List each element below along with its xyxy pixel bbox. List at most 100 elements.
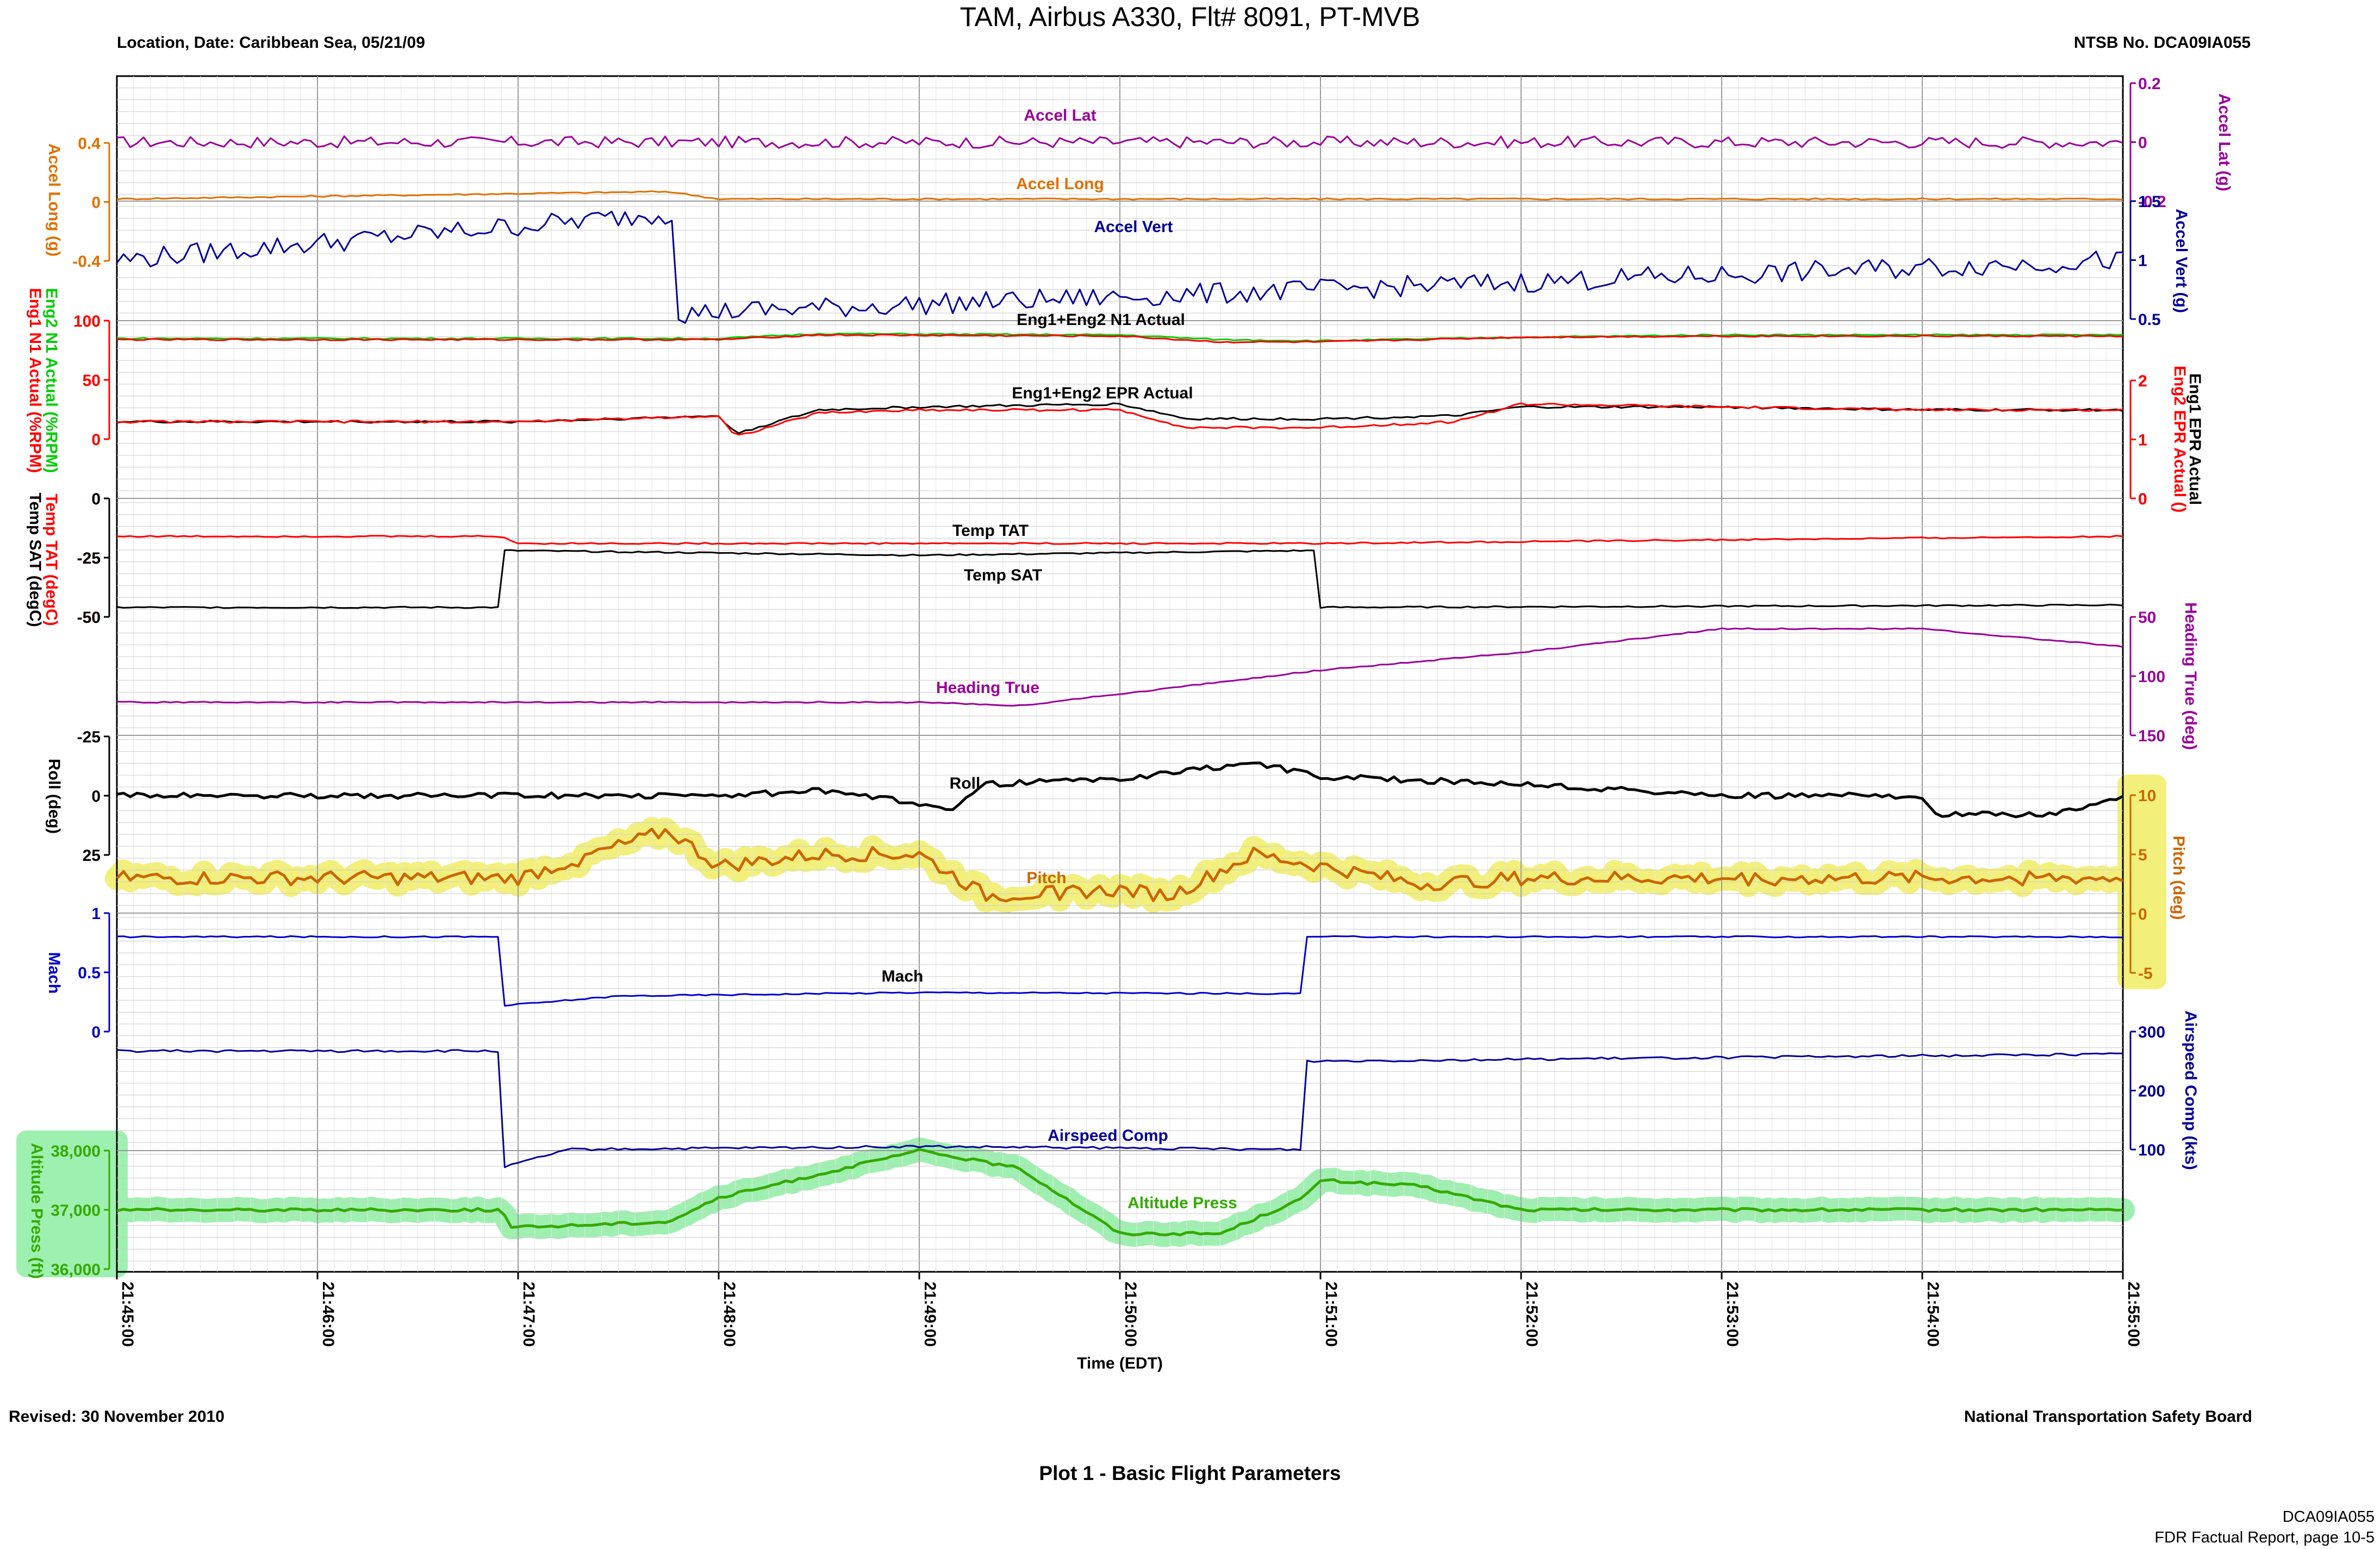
y-tick-label: 100 — [2138, 1141, 2165, 1159]
x-tick-label: 21:53:00 — [1723, 1282, 1741, 1347]
y-tick-label: 100 — [73, 313, 101, 330]
report-id-label: DCA09IA055 — [2282, 1508, 2375, 1526]
series-label-temp-tat: Temp TAT — [952, 522, 1029, 540]
y-axis-label: Accel Long (g) — [45, 143, 63, 257]
x-tick-label: 21:50:00 — [1122, 1282, 1139, 1347]
y-tick-label: 150 — [2138, 727, 2165, 745]
x-tick-label: 21:49:00 — [921, 1282, 939, 1347]
series-line-temp-tat — [116, 535, 2123, 545]
y-tick-label: 0 — [91, 194, 101, 212]
y-tick-label: 1 — [2138, 432, 2147, 449]
y-tick-label: 0.4 — [78, 135, 101, 153]
y-tick-label: 10 — [2138, 787, 2156, 805]
series-labels: Accel Lat Accel Long Accel Vert Eng1+Eng2 N… — [882, 107, 1237, 1212]
series-label-heading-true: Heading True — [936, 679, 1039, 697]
y-tick-label: 0 — [2138, 905, 2147, 923]
y-axis-label: Heading True (deg) — [2182, 602, 2200, 750]
series-line-mach — [116, 935, 2123, 1007]
y-tick-label: 0 — [91, 490, 101, 508]
series-label-eng1-eng2-n1-actual: Eng1+Eng2 N1 Actual — [1017, 311, 1185, 329]
series-label-temp-sat: Temp SAT — [964, 566, 1042, 584]
y-tick-label: 0 — [91, 431, 101, 449]
y-axis-label: Airspeed Comp (kts) — [2182, 1010, 2200, 1170]
y-tick-label: 0 — [91, 1023, 101, 1041]
y-axis-label: Roll (deg) — [45, 759, 63, 834]
y-tick-label: 200 — [2138, 1083, 2165, 1101]
y-tick-label: 0.2 — [2138, 75, 2161, 93]
series-line-heading-true — [116, 627, 2123, 707]
y-tick-label: -0.4 — [72, 253, 101, 271]
y-tick-label: 37,000 — [51, 1202, 101, 1220]
y-tick-label: 0 — [2138, 490, 2147, 508]
y-tick-label: 0.5 — [2138, 311, 2161, 329]
axes: 21:45:00 21:46:00 21:47:00 21:48:00 21:49:00… — [26, 75, 2233, 1372]
series-line-accel-lat — [116, 135, 2123, 149]
location-date-label: Location, Date: Caribbean Sea, 05/21/09 — [117, 34, 425, 52]
y-tick-label: 5 — [2138, 846, 2147, 864]
series-label-airspeed-comp: Airspeed Comp — [1048, 1127, 1168, 1145]
y-axis-label: Eng2 N1 Actual (%RPM) — [42, 288, 60, 473]
series-lines — [116, 135, 2124, 1236]
y-tick-label: -50 — [77, 609, 101, 627]
x-tick-label: 21:45:00 — [119, 1282, 136, 1347]
y-tick-label: 36,000 — [51, 1261, 101, 1279]
x-axis-label: Time (EDT) — [1077, 1354, 1163, 1372]
y-axis-label: Mach — [45, 952, 63, 994]
y-tick-label: 50 — [83, 372, 101, 390]
y-tick-label: 1.5 — [2138, 193, 2161, 211]
series-label-pitch: Pitch — [1026, 869, 1066, 887]
y-axis-label: Eng2 EPR Actual () — [2171, 366, 2189, 513]
x-tick-label: 21:48:00 — [720, 1282, 738, 1347]
y-tick-label: -25 — [77, 728, 101, 746]
y-tick-label: 50 — [2138, 609, 2156, 627]
y-tick-label: 0 — [91, 431, 101, 449]
y-tick-label: -5 — [2138, 965, 2153, 983]
altitude-axis-highlight — [16, 1130, 128, 1277]
y-tick-label: 0 — [91, 788, 101, 805]
y-tick-label: 50 — [83, 372, 101, 390]
x-tick-label: 21:54:00 — [1924, 1282, 1942, 1347]
y-tick-label: 1 — [2138, 432, 2147, 449]
board-name-label: National Transportation Safety Board — [1964, 1408, 2252, 1426]
series-line-eng2-epr-actual — [116, 402, 2123, 436]
y-tick-label: 25 — [83, 847, 101, 865]
x-tick-label: 21:46:00 — [319, 1282, 337, 1347]
series-label-accel-long: Accel Long — [1016, 175, 1104, 193]
y-axis-label: Temp SAT (degC) — [26, 492, 44, 627]
series-label-accel-lat: Accel Lat — [1024, 107, 1096, 124]
y-axis-label: Accel Vert (g) — [2172, 209, 2190, 313]
series-label-eng1-eng2-epr-actual: Eng1+Eng2 EPR Actual — [1012, 384, 1193, 402]
series-label-altitude-press: Altitude Press — [1127, 1194, 1237, 1212]
x-tick-label: 21:47:00 — [520, 1282, 538, 1347]
y-tick-label: 1 — [91, 905, 101, 923]
y-tick-label: 100 — [73, 313, 101, 330]
grid-lines — [117, 76, 2123, 1272]
y-tick-label: 0 — [2138, 490, 2147, 508]
x-tick-label: 21:52:00 — [1523, 1282, 1541, 1347]
series-label-accel-vert: Accel Vert — [1094, 218, 1173, 236]
series-line-temp-sat — [116, 549, 2123, 609]
y-tick-label: -25 — [77, 549, 101, 567]
series-line-pitch — [116, 827, 2123, 903]
y-tick-label: 0 — [2138, 134, 2147, 152]
revised-date-label: Revised: 30 November 2010 — [9, 1408, 225, 1426]
y-axis-label: Eng1 EPR Actual — [2186, 373, 2204, 505]
y-tick-label: -50 — [77, 609, 101, 627]
series-line-airspeed-comp — [116, 1049, 2123, 1169]
y-tick-label: 0.5 — [78, 964, 101, 982]
y-axis-label: Altitude Press (ft) — [28, 1143, 46, 1279]
ntsb-number-label: NTSB No. DCA09IA055 — [2073, 34, 2251, 52]
y-tick-label: 100 — [2138, 668, 2165, 686]
y-axis-label: Temp TAT (degC) — [42, 494, 60, 626]
plot-caption: Plot 1 - Basic Flight Parameters — [1039, 1462, 1341, 1484]
series-line-accel-long — [116, 190, 2123, 201]
y-axis-label: Eng1 N1 Actual (%RPM) — [26, 288, 44, 473]
y-tick-label: 0 — [91, 490, 101, 508]
pitch-axis-highlight — [2117, 775, 2166, 989]
series-line-eng1-n1-actual — [116, 333, 2123, 343]
y-tick-label: 38,000 — [51, 1142, 101, 1160]
y-tick-label: -0.2 — [2138, 193, 2166, 211]
y-tick-label: 2 — [2138, 372, 2147, 390]
series-line-accel-vert — [116, 210, 2123, 324]
